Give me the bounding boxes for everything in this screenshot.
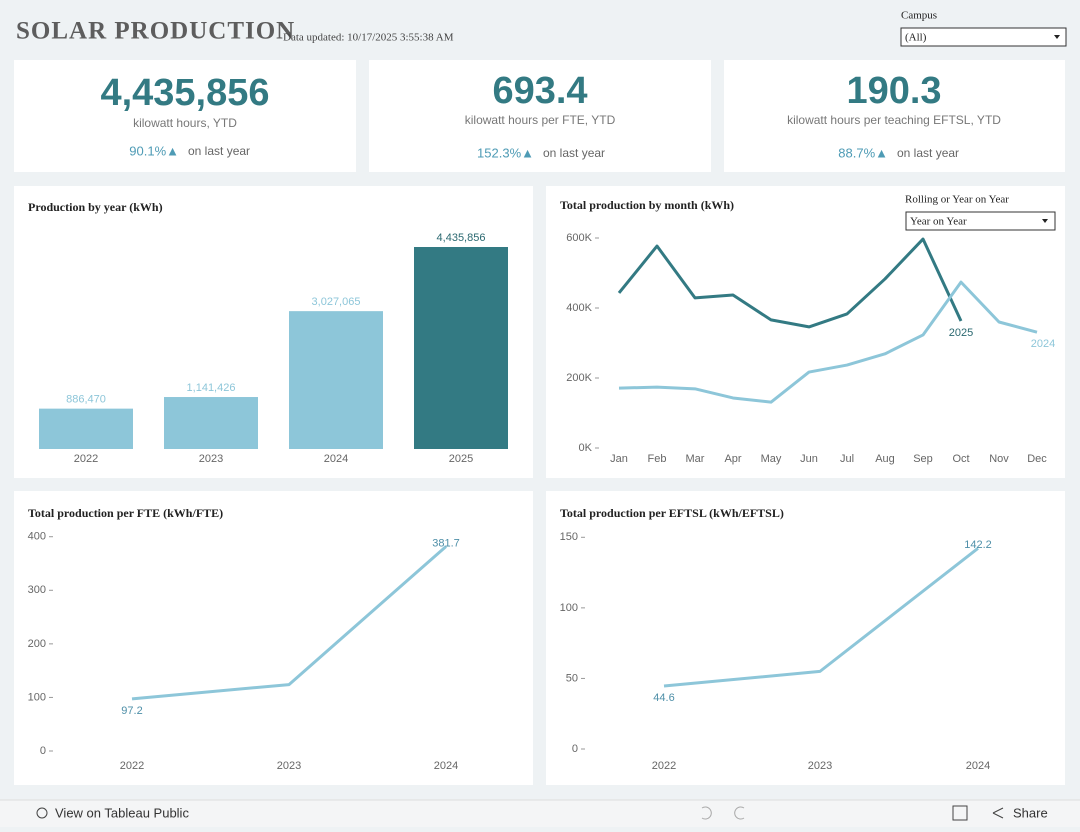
value-label: 97.2 bbox=[121, 705, 142, 717]
value-label: 1,141,426 bbox=[187, 382, 236, 394]
y-tick-label: 50 bbox=[566, 672, 578, 684]
chart-panel bbox=[546, 491, 1065, 785]
y-tick-label: 150 bbox=[560, 531, 578, 543]
filter-value: (All) bbox=[905, 32, 927, 44]
x-tick-label: 2022 bbox=[652, 760, 676, 772]
x-tick-label: 2023 bbox=[277, 760, 301, 772]
kpi-label: kilowatt hours per teaching EFTSL, YTD bbox=[787, 113, 1001, 127]
share-button[interactable]: Share bbox=[1013, 805, 1048, 820]
filter-dropdown[interactable] bbox=[900, 27, 1067, 47]
x-tick-label: 2022 bbox=[74, 453, 98, 465]
y-tick-label: 400K bbox=[566, 302, 592, 314]
bar bbox=[289, 311, 383, 449]
x-tick-label: Aug bbox=[875, 453, 895, 465]
value-label: 44.6 bbox=[653, 692, 674, 704]
y-tick-label: 300 bbox=[28, 584, 46, 596]
line-series bbox=[663, 547, 979, 688]
bar bbox=[414, 247, 508, 449]
line-series bbox=[131, 545, 447, 701]
kpi-change: 90.1%▲ bbox=[129, 143, 179, 158]
value-label: 886,470 bbox=[66, 394, 106, 406]
x-tick-label: Dec bbox=[1027, 453, 1047, 465]
kpi-card bbox=[14, 60, 356, 172]
x-tick-label: 2025 bbox=[449, 453, 473, 465]
y-tick-label: 0K bbox=[579, 442, 593, 454]
chart-title: Production by year (kWh) bbox=[28, 200, 163, 214]
value-label: 4,435,856 bbox=[437, 232, 486, 244]
filter-label: Campus bbox=[901, 10, 937, 22]
x-tick-label: Jul bbox=[840, 453, 854, 465]
kpi-change: 152.3%▲ bbox=[477, 145, 534, 160]
x-tick-label: Sep bbox=[913, 453, 933, 465]
kpi-value: 190.3 bbox=[846, 70, 941, 112]
chart-title: Total production per FTE (kWh/FTE) bbox=[28, 506, 223, 520]
y-tick-label: 0 bbox=[40, 745, 46, 757]
x-tick-label: 2024 bbox=[324, 453, 348, 465]
line-series bbox=[617, 237, 963, 329]
share-icon[interactable] bbox=[992, 807, 1004, 819]
x-tick-label: 2024 bbox=[434, 760, 458, 772]
control-dropdown[interactable] bbox=[905, 211, 1056, 231]
x-tick-label: 2023 bbox=[199, 453, 223, 465]
toolbar bbox=[0, 800, 1080, 827]
bar bbox=[39, 408, 133, 449]
x-tick-label: 2024 bbox=[966, 760, 990, 772]
kpi-value: 4,435,856 bbox=[100, 72, 269, 114]
dropdown-arrow bbox=[1042, 219, 1048, 223]
value-label: 3,027,065 bbox=[312, 296, 361, 308]
x-tick-label: Feb bbox=[648, 453, 667, 465]
y-tick-label: 0 bbox=[572, 743, 578, 755]
y-tick-label: 600K bbox=[566, 232, 592, 244]
dropdown-arrow bbox=[1054, 35, 1060, 39]
tableau-link[interactable]: View on Tableau Public bbox=[55, 805, 189, 820]
tableau-icon bbox=[36, 807, 48, 819]
kpi-value: 693.4 bbox=[492, 70, 587, 112]
series-label: 2024 bbox=[1031, 338, 1055, 350]
control-value: Year on Year bbox=[910, 216, 967, 228]
chart-title: Total production by month (kWh) bbox=[560, 198, 734, 212]
chart-panel bbox=[14, 491, 533, 785]
x-tick-label: 2022 bbox=[120, 760, 144, 772]
control-label: Rolling or Year on Year bbox=[905, 194, 1009, 206]
x-tick-label: May bbox=[761, 453, 782, 465]
x-tick-label: 2023 bbox=[808, 760, 832, 772]
kpi-card bbox=[724, 60, 1065, 172]
kpi-card bbox=[369, 60, 711, 172]
x-tick-label: Mar bbox=[686, 453, 705, 465]
x-tick-label: Apr bbox=[724, 453, 741, 465]
x-tick-label: Nov bbox=[989, 453, 1009, 465]
kpi-note: on last year bbox=[897, 146, 959, 160]
kpi-label: kilowatt hours per FTE, YTD bbox=[465, 113, 616, 127]
y-tick-label: 100 bbox=[560, 602, 578, 614]
value-label: 142.2 bbox=[964, 539, 992, 551]
updated-text: Data updated: 10/17/2025 3:55:38 AM bbox=[283, 32, 454, 44]
dashboard-title: SOLAR PRODUCTION bbox=[16, 18, 295, 45]
y-tick-label: 100 bbox=[28, 691, 46, 703]
x-tick-label: Jan bbox=[610, 453, 628, 465]
y-tick-label: 200 bbox=[28, 638, 46, 650]
kpi-note: on last year bbox=[543, 146, 605, 160]
y-tick-label: 200K bbox=[566, 372, 592, 384]
line-series bbox=[618, 280, 1038, 404]
undo-redo-icons[interactable] bbox=[701, 806, 745, 820]
kpi-note: on last year bbox=[188, 144, 250, 158]
x-tick-label: Oct bbox=[952, 453, 969, 465]
fullscreen-icon[interactable] bbox=[952, 805, 968, 821]
chart-title: Total production per EFTSL (kWh/EFTSL) bbox=[560, 506, 784, 520]
value-label: 381.7 bbox=[432, 537, 460, 549]
series-label: 2025 bbox=[949, 327, 973, 339]
bar bbox=[164, 397, 258, 449]
kpi-label: kilowatt hours, YTD bbox=[133, 116, 237, 130]
x-tick-label: Jun bbox=[800, 453, 818, 465]
y-tick-label: 400 bbox=[28, 531, 46, 543]
kpi-change: 88.7%▲ bbox=[838, 145, 888, 160]
chart-panel bbox=[546, 186, 1065, 478]
